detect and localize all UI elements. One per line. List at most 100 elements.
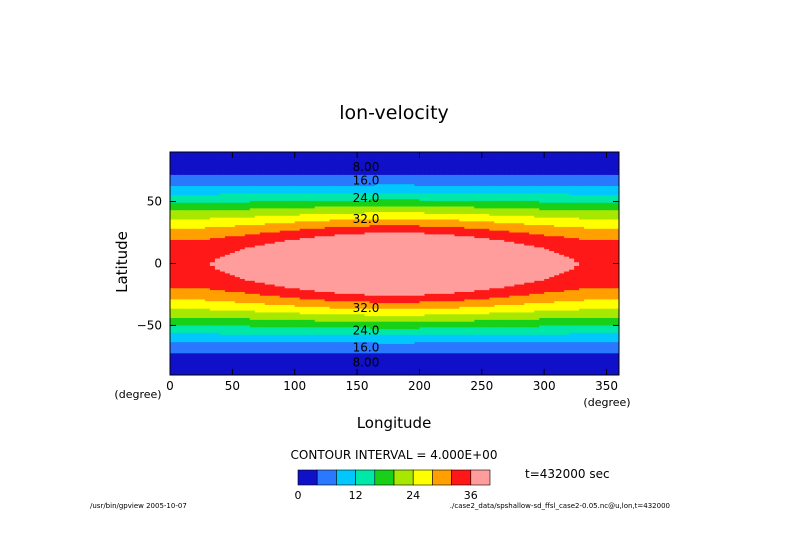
contour-cell bbox=[279, 363, 286, 367]
contour-cell bbox=[449, 343, 455, 346]
contour-cell bbox=[314, 352, 321, 356]
contour-cell bbox=[349, 332, 356, 335]
contour-cell bbox=[344, 321, 351, 324]
contour-cell bbox=[254, 324, 261, 328]
contour-cell bbox=[424, 315, 431, 318]
contour-cell bbox=[409, 347, 416, 350]
contour-cell bbox=[334, 341, 341, 345]
contour-cell bbox=[294, 341, 301, 345]
contour-cell bbox=[324, 371, 331, 374]
contour-cell bbox=[179, 360, 186, 363]
contour-cell bbox=[244, 348, 251, 352]
contour-cell bbox=[349, 347, 356, 350]
contour-cell bbox=[194, 319, 201, 322]
contour-cell bbox=[539, 354, 545, 358]
contour-cell bbox=[384, 311, 391, 315]
contour-cell bbox=[529, 315, 535, 318]
contour-cell bbox=[444, 339, 450, 343]
contour-cell bbox=[170, 365, 176, 369]
contour-cell bbox=[519, 339, 525, 343]
contour-cell bbox=[514, 306, 520, 309]
contour-cell bbox=[564, 332, 570, 335]
contour-cell bbox=[194, 315, 201, 318]
contour-cell bbox=[584, 315, 590, 318]
contour-cell bbox=[519, 343, 525, 346]
contour-cell bbox=[424, 347, 431, 350]
contour-cell bbox=[184, 361, 191, 365]
contour-cell bbox=[419, 339, 426, 343]
contour-cell bbox=[544, 337, 550, 341]
contour-cell bbox=[254, 356, 261, 359]
contour-cell bbox=[184, 313, 191, 317]
contour-cell bbox=[219, 324, 226, 328]
contour-cell bbox=[219, 343, 226, 346]
contour-cell bbox=[484, 352, 490, 356]
contour-cell bbox=[179, 337, 186, 341]
contour-cell bbox=[239, 326, 246, 330]
contour-cell bbox=[559, 339, 565, 343]
contour-cell bbox=[209, 348, 216, 352]
contour-cell bbox=[304, 324, 311, 328]
contour-cell bbox=[369, 321, 376, 324]
contour-cell bbox=[239, 335, 246, 339]
contour-cell bbox=[384, 363, 391, 367]
contour-cell bbox=[499, 350, 505, 354]
contour-cell bbox=[409, 352, 416, 356]
contour-cell bbox=[529, 317, 535, 320]
contour-cell bbox=[509, 330, 515, 333]
contour-cell bbox=[559, 315, 565, 318]
contour-cell bbox=[399, 334, 406, 337]
contour-cell bbox=[319, 308, 326, 311]
contour-cell bbox=[509, 324, 515, 328]
contour-cell bbox=[379, 326, 386, 330]
contour-cell bbox=[439, 313, 445, 317]
contour-cell bbox=[269, 309, 276, 313]
contour-cell bbox=[179, 304, 186, 307]
contour-cell bbox=[184, 369, 191, 372]
contour-cell bbox=[404, 306, 411, 309]
contour-cell bbox=[249, 322, 256, 326]
contour-cell bbox=[204, 348, 211, 352]
contour-cell bbox=[329, 326, 336, 330]
contour-cell bbox=[194, 335, 201, 339]
contour-cell bbox=[309, 335, 316, 339]
contour-cell bbox=[224, 354, 231, 358]
contour-cell bbox=[599, 354, 605, 358]
contour-cell bbox=[554, 356, 560, 359]
contour-cell bbox=[474, 321, 480, 324]
contour-cell bbox=[269, 335, 276, 339]
contour-cell bbox=[399, 343, 406, 346]
contour-cell bbox=[464, 306, 470, 309]
contour-cell bbox=[479, 328, 485, 331]
contour-cell bbox=[614, 313, 619, 317]
contour-cell bbox=[539, 317, 545, 320]
contour-cell bbox=[234, 321, 241, 324]
contour-cell bbox=[379, 322, 386, 326]
contour-cell bbox=[189, 308, 196, 311]
contour-cell bbox=[339, 332, 346, 335]
contour-cell bbox=[564, 335, 570, 339]
contour-cell bbox=[214, 354, 221, 358]
contour-cell bbox=[434, 321, 440, 324]
contour-cell bbox=[524, 350, 530, 354]
contour-cell bbox=[524, 339, 530, 343]
contour-cell bbox=[344, 358, 351, 361]
contour-cell bbox=[579, 352, 585, 356]
contour-cell bbox=[279, 358, 286, 361]
contour-cell bbox=[339, 326, 346, 330]
contour-cell bbox=[559, 350, 565, 354]
contour-cell bbox=[299, 319, 306, 322]
contour-cell bbox=[374, 367, 381, 371]
contour-cell bbox=[214, 350, 221, 354]
contour-cell bbox=[569, 335, 575, 339]
contour-cell bbox=[354, 352, 361, 356]
contour-cell bbox=[189, 371, 196, 374]
contour-cell bbox=[484, 306, 490, 309]
contour-cell bbox=[549, 354, 555, 358]
contour-cell bbox=[324, 326, 331, 330]
contour-cell bbox=[299, 326, 306, 330]
contour-cell bbox=[384, 365, 391, 369]
contour-cell bbox=[484, 367, 490, 371]
contour-cell bbox=[274, 343, 281, 346]
